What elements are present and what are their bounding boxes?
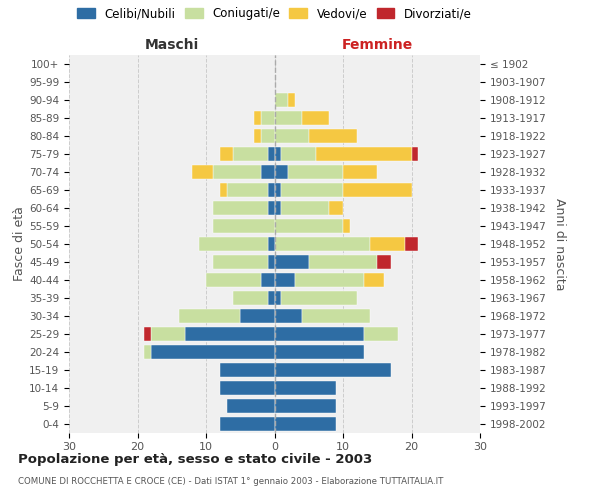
Bar bbox=[254, 129, 261, 143]
Bar bbox=[233, 290, 268, 304]
Bar bbox=[268, 254, 275, 268]
Bar bbox=[275, 165, 288, 179]
Bar bbox=[275, 362, 391, 376]
Bar bbox=[275, 416, 336, 430]
Bar bbox=[302, 111, 329, 125]
Bar bbox=[364, 326, 398, 340]
Bar bbox=[275, 201, 281, 215]
Bar bbox=[275, 129, 309, 143]
Bar bbox=[275, 344, 364, 358]
Text: COMUNE DI ROCCHETTA E CROCE (CE) - Dati ISTAT 1° gennaio 2003 - Elaborazione TUT: COMUNE DI ROCCHETTA E CROCE (CE) - Dati … bbox=[18, 478, 443, 486]
Bar bbox=[254, 111, 261, 125]
Bar bbox=[275, 254, 309, 268]
Bar bbox=[213, 165, 261, 179]
Bar bbox=[220, 362, 275, 376]
Bar bbox=[275, 147, 281, 161]
Bar bbox=[288, 165, 343, 179]
Bar bbox=[179, 308, 240, 322]
Bar bbox=[370, 236, 404, 251]
Bar bbox=[268, 183, 275, 197]
Bar bbox=[220, 183, 227, 197]
Bar bbox=[281, 183, 343, 197]
Bar bbox=[412, 147, 418, 161]
Bar bbox=[145, 344, 151, 358]
Bar bbox=[275, 398, 336, 412]
Bar bbox=[193, 165, 213, 179]
Bar bbox=[275, 236, 370, 251]
Bar bbox=[275, 111, 302, 125]
Bar bbox=[227, 398, 275, 412]
Bar bbox=[275, 93, 288, 107]
Bar bbox=[213, 254, 268, 268]
Y-axis label: Fasce di età: Fasce di età bbox=[13, 206, 26, 281]
Bar bbox=[364, 272, 384, 286]
Bar bbox=[309, 129, 356, 143]
Bar bbox=[281, 147, 316, 161]
Bar bbox=[185, 326, 275, 340]
Bar bbox=[213, 201, 268, 215]
Bar bbox=[404, 236, 418, 251]
Bar bbox=[295, 272, 364, 286]
Bar bbox=[329, 201, 343, 215]
Legend: Celibi/Nubili, Coniugati/e, Vedovi/e, Divorziati/e: Celibi/Nubili, Coniugati/e, Vedovi/e, Di… bbox=[73, 2, 476, 25]
Bar bbox=[343, 219, 350, 233]
Bar bbox=[309, 254, 377, 268]
Bar bbox=[227, 183, 268, 197]
Bar bbox=[275, 219, 343, 233]
Bar bbox=[268, 147, 275, 161]
Bar bbox=[343, 165, 377, 179]
Text: Femmine: Femmine bbox=[341, 38, 413, 52]
Bar bbox=[281, 201, 329, 215]
Bar bbox=[151, 344, 275, 358]
Bar bbox=[268, 201, 275, 215]
Bar bbox=[316, 147, 412, 161]
Bar bbox=[302, 308, 370, 322]
Bar bbox=[220, 147, 233, 161]
Bar bbox=[261, 165, 275, 179]
Bar bbox=[281, 290, 357, 304]
Bar bbox=[199, 236, 268, 251]
Bar bbox=[261, 111, 275, 125]
Bar bbox=[275, 308, 302, 322]
Bar bbox=[268, 290, 275, 304]
Bar bbox=[275, 272, 295, 286]
Bar bbox=[261, 129, 275, 143]
Bar bbox=[275, 183, 281, 197]
Bar bbox=[275, 290, 281, 304]
Bar bbox=[220, 380, 275, 394]
Bar bbox=[268, 236, 275, 251]
Bar bbox=[275, 380, 336, 394]
Bar bbox=[213, 219, 275, 233]
Text: Popolazione per età, sesso e stato civile - 2003: Popolazione per età, sesso e stato civil… bbox=[18, 452, 372, 466]
Bar bbox=[288, 93, 295, 107]
Bar bbox=[206, 272, 261, 286]
Bar bbox=[151, 326, 185, 340]
Bar bbox=[240, 308, 275, 322]
Bar bbox=[220, 416, 275, 430]
Bar bbox=[261, 272, 275, 286]
Bar bbox=[233, 147, 268, 161]
Text: Maschi: Maschi bbox=[145, 38, 199, 52]
Bar bbox=[343, 183, 412, 197]
Bar bbox=[377, 254, 391, 268]
Y-axis label: Anni di nascita: Anni di nascita bbox=[553, 198, 566, 290]
Bar bbox=[145, 326, 151, 340]
Bar bbox=[275, 326, 364, 340]
